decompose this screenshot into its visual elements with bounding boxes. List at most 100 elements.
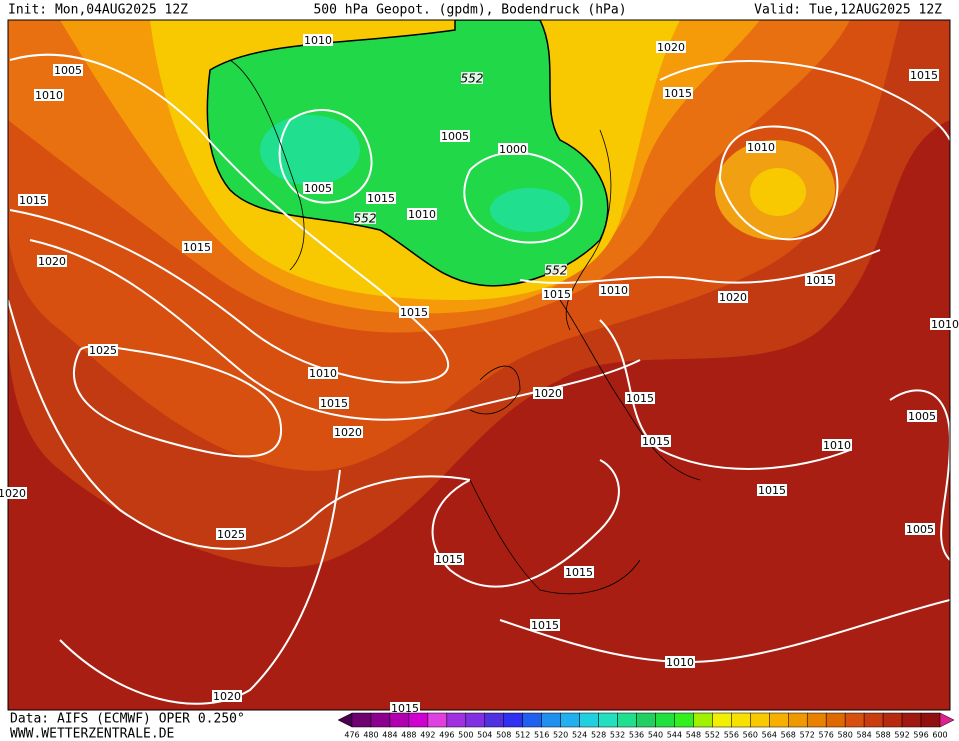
isobar-label: 1015 [400,306,428,319]
isobar-label-box [822,439,852,451]
isobar-label-box [930,318,959,330]
field-high-core [750,168,806,216]
isobar-label-box [718,291,748,303]
geopotential-label-box [354,212,376,224]
colorbar-tick-label: 504 [477,731,492,740]
field-544 [260,115,360,185]
colorbar-swatch [465,712,486,728]
colorbar-swatch [901,712,922,728]
isobar-label: 1015 [531,619,559,632]
isobar-label: 1015 [543,288,571,301]
isobar-label-box [303,182,333,194]
geopotential-label: 552 [354,212,377,226]
isobar-label-box [53,64,83,76]
colorbar-swatch [541,712,561,728]
colorbar-swatch [617,712,637,728]
colorbar-swatch [788,712,808,728]
isobar-label: 1015 [183,241,211,254]
colorbar-swatch [674,712,694,728]
isobar-label-box [905,523,935,535]
colorbar-swatch [370,712,391,728]
colorbar-swatch [503,712,523,728]
isobar-label: 1000 [499,143,527,156]
isobar-label-box [746,141,776,153]
colorbar-tick-label: 564 [762,731,777,740]
colorbar-swatch [579,712,599,728]
colorbar-tick-label: 524 [572,731,587,740]
colorbar-swatch [446,712,467,728]
isobar-label: 1015 [391,702,419,715]
isobar-label: 1010 [309,367,337,380]
isobar-label: 1015 [806,274,834,287]
colorbar-tick-label: 516 [534,731,549,740]
colorbar-tick-label: 584 [856,731,871,740]
colorbar-swatch [844,712,865,728]
isobar-label: 1010 [600,284,628,297]
isobar-label-box [599,284,629,296]
isobar-label: 1010 [747,141,775,154]
isobar-label: 1015 [565,566,593,579]
isobar-label-box [440,130,470,142]
isobar-label: 1015 [758,484,786,497]
isobar-label-box [663,87,693,99]
isobar-label: 1020 [534,387,562,400]
colorbar-swatch [408,712,429,728]
colorbar-swatch [636,712,656,728]
isobar-label-box [366,192,396,204]
colorbar: 476 480 484 488 492 496 500 504 508 512 516 520 524 5… [337,712,955,740]
colorbar-tick-label: 572 [800,731,815,740]
title: 500 hPa Geopot. (gpdm), Bodendruck (hPa) [313,3,626,18]
colorbar-swatch [560,712,580,728]
colorbar-tick-label: 548 [686,731,701,740]
colorbar-tick-label: 544 [667,731,682,740]
isobar-label: 1010 [35,89,63,102]
isobar-label: 1005 [54,64,82,77]
isobar-label: 1015 [320,397,348,410]
isobar-label: 1015 [642,435,670,448]
isobar-label: 1020 [213,690,241,703]
colorbar-tick-label: 568 [781,731,796,740]
website: WWW.WETTERZENTRALE.DE [10,727,174,741]
isobar-label-box [434,553,464,565]
colorbar-tick-label: 520 [553,731,568,740]
isobar-label-box [641,435,671,447]
isobar-label-box [407,208,437,220]
isobar-label-box [656,41,686,53]
isobar-label: 1015 [910,69,938,82]
isobar-label-box [303,34,333,46]
isobar-label: 1020 [719,291,747,304]
colorbar-swatch [484,712,504,728]
isobar-label: 1020 [657,41,685,54]
colorbar-swatch [750,712,770,728]
isobar-label: 1010 [304,34,332,47]
isobar-label: 1010 [823,439,851,452]
colorbar-tick-label: 556 [724,731,739,740]
colorbar-tick-label: 500 [458,731,473,740]
isobar-label: 1015 [664,87,692,100]
isobar-label: 1010 [931,318,959,331]
isobar-label-box [0,487,27,499]
colorbar-tick-label: 496 [439,731,454,740]
isobar-label: 1020 [0,487,26,500]
colorbar-tick-label: 492 [420,731,435,740]
isobar-label-box [564,566,594,578]
isobar-label-box [399,306,429,318]
colorbar-tick-label: 576 [819,731,834,740]
isobar-label: 1025 [217,528,245,541]
isobar-label-box [34,89,64,101]
isobar-label-box [390,702,420,714]
isobar-label: 1020 [38,255,66,268]
colorbar-tick-label: 600 [932,731,947,740]
coastlines [229,59,701,595]
isobar-label: 1005 [908,410,936,423]
colorbar-tick-label: 596 [913,731,928,740]
isobar-label-box [182,241,212,253]
colorbar-swatch [882,712,903,728]
isobar-label: 1015 [19,194,47,207]
map-frame [7,19,951,711]
data-source: Data: AIFS (ECMWF) OPER 0.250° [10,712,245,727]
isobar-label-box [907,410,937,422]
valid-time: Valid: Tue,12AUG2025 12Z [754,3,942,18]
colorbar-tick-label: 540 [648,731,663,740]
colorbar-tick-label: 508 [496,731,511,740]
